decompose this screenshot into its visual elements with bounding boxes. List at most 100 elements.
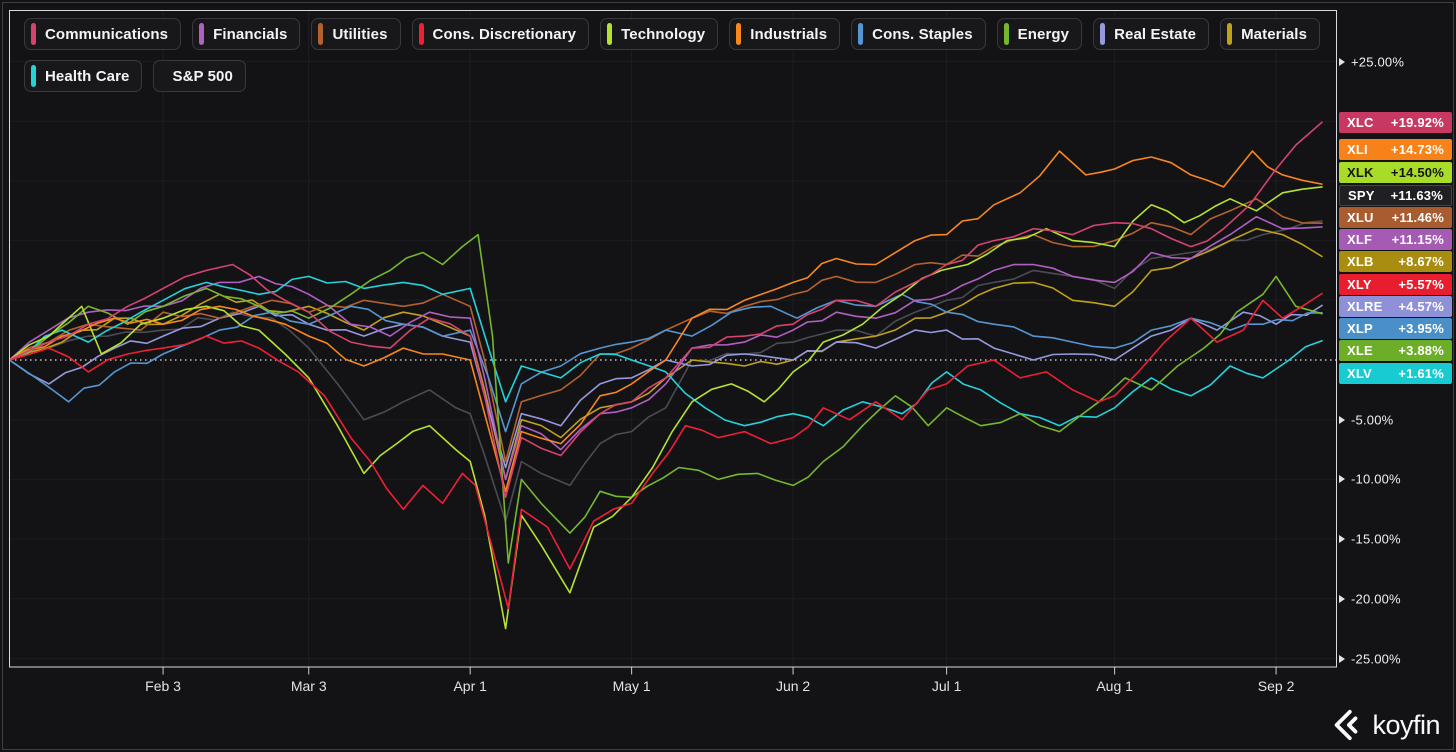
- y-axis-tick-arrow: [1339, 535, 1345, 544]
- y-axis-label: +25.00%: [1351, 54, 1405, 69]
- ticker-change-value: +4.57%: [1398, 299, 1444, 314]
- legend-chip-s-p-500[interactable]: S&P 500: [153, 60, 246, 92]
- y-axis-tick-arrow: [1339, 475, 1345, 484]
- ticker-label-spy[interactable]: SPY +11.63%: [1339, 185, 1452, 206]
- y-axis-label: -10.00%: [1351, 471, 1401, 487]
- series-line-xlc: [9, 121, 1323, 499]
- series-line-xle: [9, 233, 1323, 564]
- y-axis-label: -5.00%: [1351, 412, 1394, 428]
- legend-chip-label: Financials: [213, 25, 288, 43]
- x-axis-label-aug-1: Aug 1: [1096, 678, 1133, 694]
- ticker-label-xli[interactable]: XLI +14.73%: [1339, 139, 1452, 160]
- legend-color-bar: [160, 65, 166, 87]
- legend-chip-label: Industrials: [750, 25, 828, 43]
- series-line-xlp: [9, 293, 1323, 433]
- ticker-label-xlv[interactable]: XLV +1.61%: [1339, 363, 1452, 384]
- legend-chip-industrials[interactable]: Industrials: [729, 18, 841, 50]
- legend-color-bar: [607, 23, 613, 45]
- ticker-symbol: XLU: [1347, 210, 1374, 225]
- legend-color-bar: [1003, 23, 1009, 45]
- legend-chip-energy[interactable]: Energy: [996, 18, 1083, 50]
- series-line-xly: [9, 292, 1323, 610]
- legend-color-bar: [418, 23, 424, 45]
- legend-color-bar: [1100, 23, 1106, 45]
- ticker-label-xlk[interactable]: XLK +14.50%: [1339, 162, 1452, 183]
- y-axis-tick-arrow: [1339, 415, 1345, 424]
- x-axis-label-jun-2: Jun 2: [775, 678, 811, 694]
- ticker-change-value: +8.67%: [1398, 254, 1444, 269]
- legend-chip-label: Real Estate: [1114, 25, 1197, 43]
- ticker-change-value: +3.95%: [1398, 321, 1444, 336]
- x-axis-label-mar-3: Mar 3: [290, 678, 327, 694]
- koyfin-watermark: koyfin: [1330, 708, 1440, 742]
- ticker-change-value: +5.57%: [1398, 277, 1444, 292]
- ticker-label-xlp[interactable]: XLP +3.95%: [1339, 318, 1452, 339]
- legend-chip-materials[interactable]: Materials: [1220, 18, 1321, 50]
- legend-color-bar: [736, 23, 742, 45]
- ticker-label-xly[interactable]: XLY +5.57%: [1339, 274, 1452, 295]
- x-axis-label-apr-1: Apr 1: [453, 678, 487, 694]
- legend-chip-label: Energy: [1017, 25, 1070, 43]
- ticker-label-xlf[interactable]: XLF +11.15%: [1339, 229, 1452, 250]
- legend-chip-communications[interactable]: Communications: [24, 18, 182, 50]
- ticker-change-value: +19.92%: [1390, 115, 1444, 130]
- ticker-change-value: +11.15%: [1391, 232, 1444, 247]
- ticker-symbol: SPY: [1348, 188, 1375, 203]
- ticker-label-xlre[interactable]: XLRE +4.57%: [1339, 296, 1452, 317]
- ticker-symbol: XLV: [1347, 366, 1372, 381]
- ticker-label-xlu[interactable]: XLU +11.46%: [1339, 207, 1452, 228]
- y-axis-tick-arrow: [1339, 57, 1345, 66]
- ticker-label-xlc[interactable]: XLC +19.92%: [1339, 112, 1452, 133]
- legend-chip-cons-discretionary[interactable]: Cons. Discretionary: [411, 18, 590, 50]
- chart-legend: Communications Financials Utilities Cons. D…: [24, 18, 1321, 102]
- legend-chip-label: Materials: [1241, 25, 1308, 43]
- legend-row-1: Communications Financials Utilities Cons. D…: [24, 18, 1321, 50]
- ticker-change-value: +14.50%: [1390, 165, 1444, 180]
- y-axis-label: -20.00%: [1351, 591, 1401, 607]
- plot-border: [9, 10, 1337, 668]
- ticker-symbol: XLE: [1347, 343, 1373, 358]
- y-axis-tick-arrow: [1339, 654, 1345, 663]
- legend-chip-label: Utilities: [332, 25, 388, 43]
- legend-chip-label: Technology: [621, 25, 706, 43]
- legend-color-bar: [31, 23, 36, 45]
- legend-chip-technology[interactable]: Technology: [600, 18, 719, 50]
- legend-color-bar: [858, 23, 864, 45]
- x-axis-label-feb-3: Feb 3: [145, 678, 181, 694]
- legend-row-2: Health Care S&P 500: [24, 60, 1320, 92]
- ticker-label-xle[interactable]: XLE +3.88%: [1339, 340, 1452, 361]
- ticker-change-value: +1.61%: [1398, 366, 1444, 381]
- legend-chip-label: Cons. Discretionary: [432, 25, 577, 43]
- legend-chip-utilities[interactable]: Utilities: [311, 18, 401, 50]
- ticker-change-value: +11.63%: [1390, 188, 1443, 203]
- ticker-symbol: XLI: [1347, 142, 1368, 157]
- x-axis-label-jul-1: Jul 1: [931, 678, 962, 694]
- series-line-xlk: [9, 186, 1323, 630]
- legend-chip-real-estate[interactable]: Real Estate: [1093, 18, 1210, 50]
- series-line-xli: [9, 150, 1323, 493]
- legend-chip-label: S&P 500: [172, 67, 233, 85]
- legend-chip-cons-staples[interactable]: Cons. Staples: [851, 18, 986, 50]
- legend-chip-health-care[interactable]: Health Care: [24, 60, 143, 92]
- legend-color-bar: [199, 23, 205, 45]
- ticker-change-value: +11.46%: [1391, 210, 1444, 225]
- x-axis-label-sep-2: Sep 2: [1257, 678, 1295, 694]
- koyfin-watermark-text: koyfin: [1372, 709, 1440, 740]
- ticker-symbol: XLP: [1347, 321, 1373, 336]
- legend-chip-financials[interactable]: Financials: [192, 18, 301, 50]
- y-axis-tick-arrow: [1339, 594, 1345, 603]
- ticker-symbol: XLF: [1347, 232, 1373, 247]
- legend-chip-label: Communications: [45, 25, 169, 43]
- performance-line-chart[interactable]: [9, 10, 1337, 680]
- series-line-xlv: [9, 275, 1323, 427]
- legend-chip-label: Health Care: [45, 67, 130, 85]
- ticker-label-xlb[interactable]: XLB +8.67%: [1339, 251, 1452, 272]
- series-line-xlb: [9, 227, 1323, 481]
- koyfin-logo-icon: [1335, 709, 1358, 741]
- legend-color-bar: [1227, 23, 1233, 45]
- ticker-symbol: XLY: [1347, 277, 1372, 292]
- series-line-xlf: [9, 215, 1323, 481]
- ticker-change-value: +14.73%: [1390, 142, 1444, 157]
- ticker-change-value: +3.88%: [1398, 343, 1444, 358]
